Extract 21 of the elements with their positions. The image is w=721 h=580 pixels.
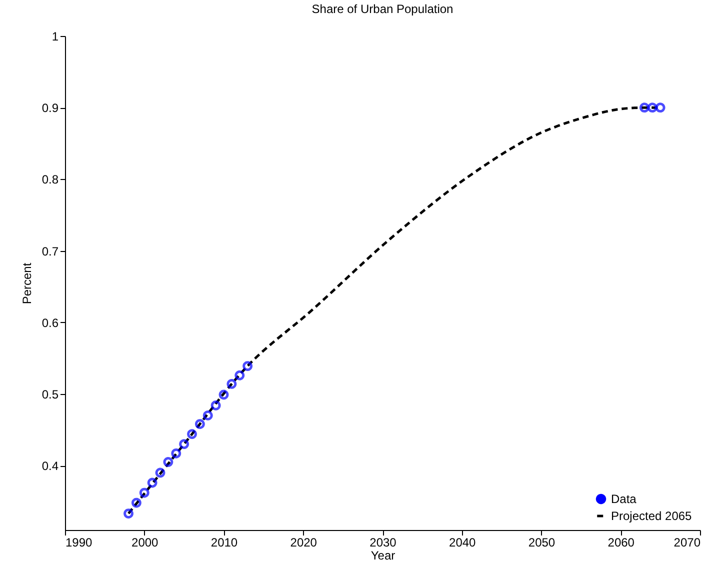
x-axis-title: Year — [370, 548, 396, 562]
x-tick-label: 2050 — [528, 536, 556, 550]
x-tick-label: 2010 — [210, 536, 238, 550]
x-tick-label: 2040 — [449, 536, 476, 550]
x-tick-label: 2000 — [132, 536, 159, 550]
x-tick-label: 2060 — [608, 536, 635, 550]
y-tick-label: 0.8 — [42, 172, 59, 187]
x-tick-label: 2030 — [370, 536, 397, 550]
x-tick-label: 2070 — [674, 536, 701, 550]
y-tick-label: 0.4 — [42, 459, 59, 474]
x-tick-label: 2020 — [290, 536, 318, 550]
y-tick-label: 0.5 — [42, 387, 59, 402]
y-tick-label: 0.6 — [42, 316, 59, 330]
legend-label: Data — [611, 492, 637, 506]
chart-title: Share of Urban Population — [312, 2, 454, 16]
legend-label: Projected 2065 — [611, 509, 692, 523]
x-tick-label: 1990 — [66, 536, 93, 550]
y-tick-label: 0.7 — [42, 244, 59, 258]
y-tick-label: 1 — [52, 30, 59, 44]
y-tick-label: 0.9 — [42, 101, 59, 116]
y-axis-title: Percent — [20, 262, 34, 304]
